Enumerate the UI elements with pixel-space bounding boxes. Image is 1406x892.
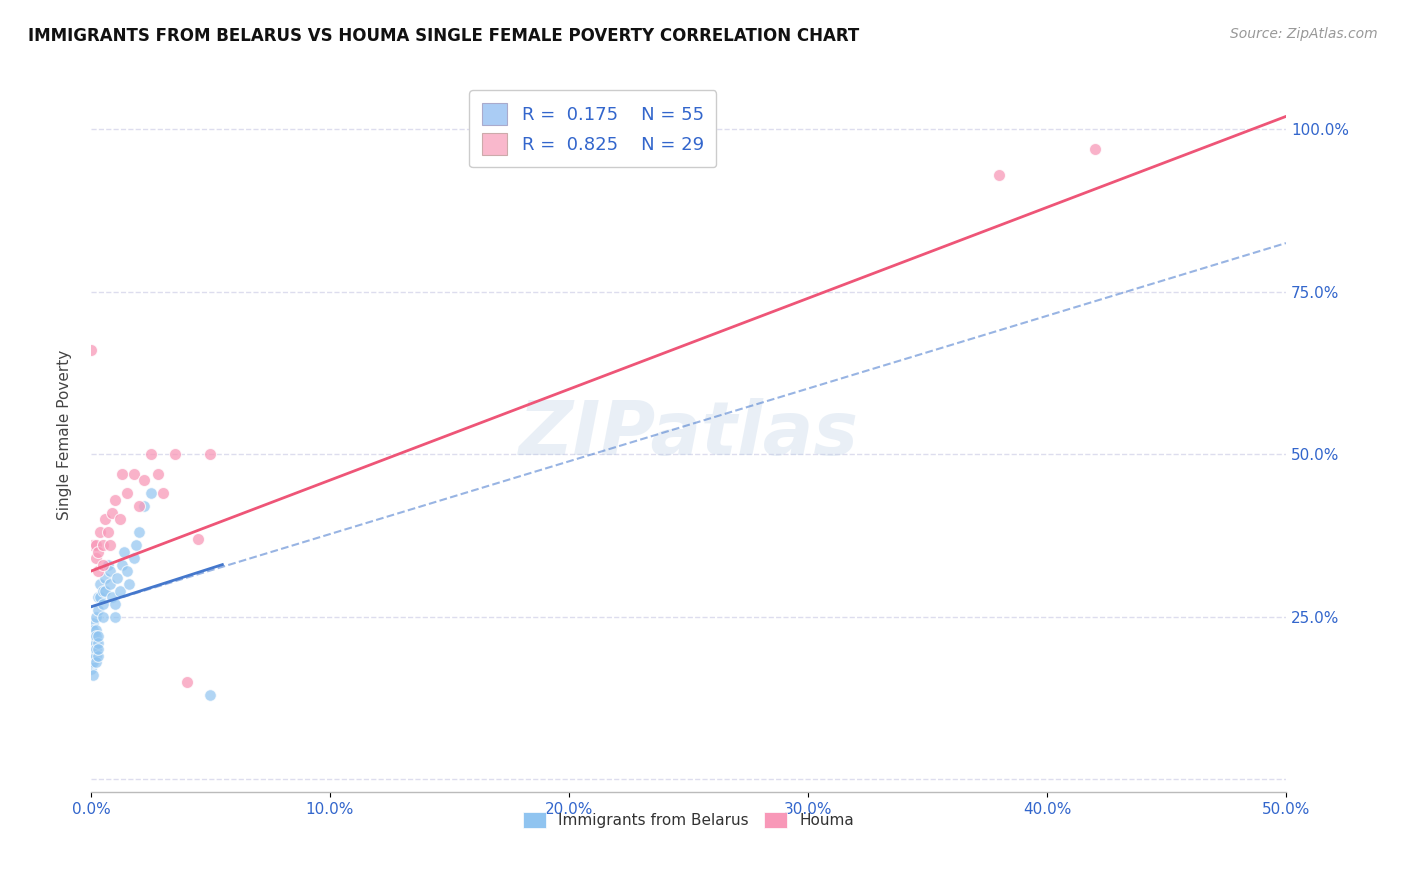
Point (91, 558, 114, 572)
Text: IMMIGRANTS FROM BELARUS VS HOUMA SINGLE FEMALE POVERTY CORRELATION CHART: IMMIGRANTS FROM BELARUS VS HOUMA SINGLE … (28, 27, 859, 45)
Point (80, 642, 103, 657)
Point (82, 538, 104, 552)
Point (91, 538, 114, 552)
Point (104, 609, 127, 624)
Point (176, 674, 198, 689)
Point (139, 486, 162, 500)
Point (132, 499, 155, 513)
Point (97, 558, 120, 572)
Point (988, 168, 1011, 182)
Point (91, 583, 114, 598)
Point (125, 538, 148, 552)
Point (84, 648, 107, 663)
Point (91, 609, 114, 624)
Point (84, 635, 107, 649)
Point (200, 688, 222, 702)
Point (104, 492, 127, 507)
Point (80, 661, 103, 675)
Point (108, 583, 131, 598)
Point (82, 642, 104, 657)
Point (87, 629, 110, 643)
Y-axis label: Single Female Poverty: Single Female Poverty (58, 350, 72, 520)
Point (118, 577, 141, 591)
Point (94, 571, 117, 585)
Point (112, 544, 135, 558)
Point (82, 648, 104, 663)
Text: ZIPatlas: ZIPatlas (519, 398, 859, 471)
Point (98, 577, 121, 591)
Point (87, 635, 110, 649)
Point (80, 635, 103, 649)
Point (187, 532, 209, 546)
Point (1084, 142, 1107, 156)
Point (84, 642, 107, 657)
Point (122, 551, 145, 566)
Point (84, 629, 107, 643)
Point (84, 551, 107, 566)
Point (82, 642, 104, 657)
Point (82, 616, 104, 631)
Point (82, 629, 104, 643)
Point (152, 486, 174, 500)
Point (163, 447, 186, 461)
Point (200, 447, 222, 461)
Point (89, 577, 111, 591)
Text: Source: ZipAtlas.com: Source: ZipAtlas.com (1230, 27, 1378, 41)
Point (105, 571, 128, 585)
Point (80, 629, 103, 643)
Point (128, 525, 150, 540)
Point (84, 655, 107, 669)
Point (80, 343, 103, 358)
Legend: Immigrants from Belarus, Houma: Immigrants from Belarus, Houma (517, 806, 860, 834)
Point (98, 564, 121, 578)
Point (84, 623, 107, 637)
Point (128, 499, 150, 513)
Point (97, 525, 120, 540)
Point (80, 648, 103, 663)
Point (89, 590, 111, 604)
Point (80, 655, 103, 669)
Point (108, 512, 131, 526)
Point (87, 590, 110, 604)
Point (80, 642, 103, 657)
Point (146, 467, 169, 481)
Point (84, 609, 107, 624)
Point (82, 655, 104, 669)
Point (87, 648, 110, 663)
Point (82, 629, 104, 643)
Point (89, 525, 111, 540)
Point (94, 512, 117, 526)
Point (94, 583, 117, 598)
Point (115, 486, 138, 500)
Point (139, 447, 162, 461)
Point (132, 473, 155, 487)
Point (87, 544, 110, 558)
Point (115, 564, 138, 578)
Point (104, 597, 127, 611)
Point (82, 623, 104, 637)
Point (82, 635, 104, 649)
Point (87, 564, 110, 578)
Point (82, 668, 104, 682)
Point (111, 467, 134, 481)
Point (98, 538, 121, 552)
Point (101, 590, 124, 604)
Point (87, 642, 110, 657)
Point (122, 467, 145, 481)
Point (101, 506, 124, 520)
Point (84, 538, 107, 552)
Point (111, 558, 134, 572)
Point (91, 597, 114, 611)
Point (87, 603, 110, 617)
